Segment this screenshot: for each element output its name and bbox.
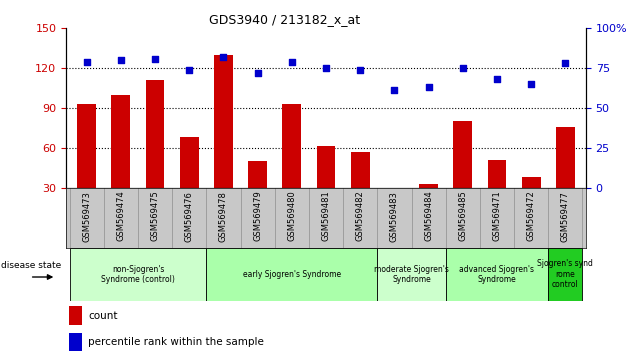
Bar [454, 121, 472, 227]
Text: Sjogren's synd
rome
control: Sjogren's synd rome control [537, 259, 593, 289]
Text: GSM569483: GSM569483 [390, 190, 399, 241]
Bar [77, 104, 96, 227]
Bar [207, 248, 377, 301]
Bar [214, 55, 233, 227]
Text: GSM569479: GSM569479 [253, 190, 262, 241]
Bar [112, 95, 130, 227]
Text: GSM569478: GSM569478 [219, 190, 228, 241]
Point [526, 81, 536, 87]
Text: moderate Sjogren's
Syndrome: moderate Sjogren's Syndrome [374, 265, 449, 284]
Bar [522, 177, 541, 227]
Point [560, 61, 570, 66]
Bar [69, 248, 207, 301]
Bar [180, 137, 198, 227]
Text: early Sjogren's Syndrome: early Sjogren's Syndrome [243, 270, 341, 279]
Bar [282, 104, 301, 227]
Point [253, 70, 263, 76]
Text: GSM569481: GSM569481 [321, 190, 331, 241]
Text: disease state: disease state [1, 261, 62, 270]
Bar [351, 152, 370, 227]
Text: non-Sjogren's
Syndrome (control): non-Sjogren's Syndrome (control) [101, 265, 175, 284]
Text: GSM569473: GSM569473 [82, 190, 91, 241]
Point [82, 59, 92, 65]
Bar [488, 160, 507, 227]
Point [458, 65, 468, 71]
Bar [146, 80, 164, 227]
Point [321, 65, 331, 71]
Bar [385, 188, 404, 227]
Text: GSM569474: GSM569474 [117, 190, 125, 241]
Point [423, 85, 433, 90]
Bar [248, 161, 267, 227]
Point [116, 57, 126, 63]
Point [389, 88, 399, 93]
Point [355, 67, 365, 73]
Bar [556, 127, 575, 227]
Bar [69, 333, 82, 351]
Bar [317, 147, 335, 227]
Point [287, 59, 297, 65]
Bar [445, 248, 548, 301]
Point [150, 56, 160, 62]
Bar [548, 248, 583, 301]
Text: GSM569475: GSM569475 [151, 190, 159, 241]
Text: GSM569477: GSM569477 [561, 190, 570, 241]
Text: GSM569480: GSM569480 [287, 190, 296, 241]
Text: GSM569476: GSM569476 [185, 190, 194, 241]
Bar [419, 184, 438, 227]
Text: advanced Sjogren's
Syndrome: advanced Sjogren's Syndrome [459, 265, 534, 284]
Text: GSM569482: GSM569482 [356, 190, 365, 241]
Bar [69, 306, 82, 325]
Text: GSM569484: GSM569484 [424, 190, 433, 241]
Point [219, 54, 229, 60]
Point [184, 67, 194, 73]
Text: count: count [88, 311, 118, 321]
Bar [377, 248, 445, 301]
Text: GSM569485: GSM569485 [458, 190, 467, 241]
Text: GSM569471: GSM569471 [493, 190, 501, 241]
Title: GDS3940 / 213182_x_at: GDS3940 / 213182_x_at [209, 13, 360, 26]
Text: GSM569472: GSM569472 [527, 190, 536, 241]
Text: percentile rank within the sample: percentile rank within the sample [88, 337, 264, 347]
Point [492, 76, 502, 82]
